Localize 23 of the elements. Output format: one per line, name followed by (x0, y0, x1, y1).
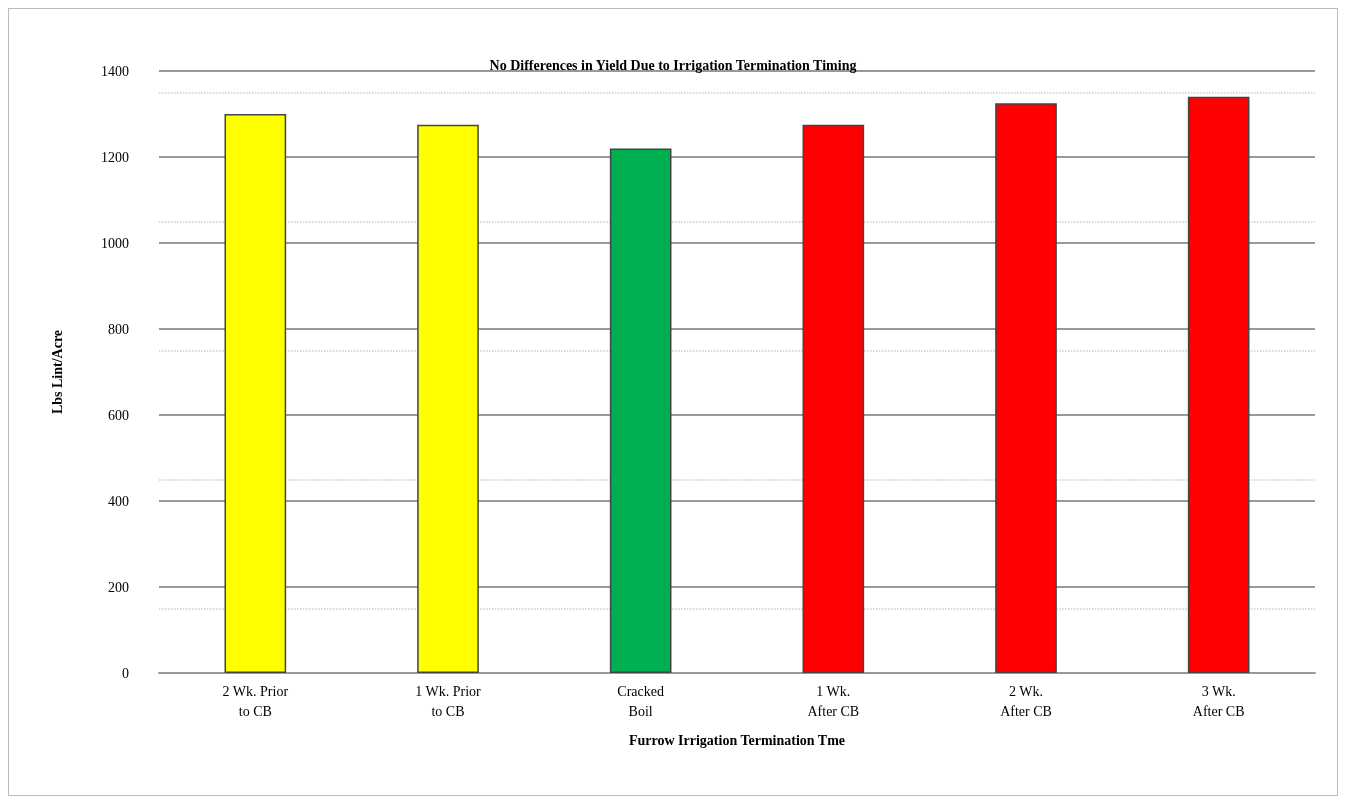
y-tick-label: 1000 (101, 235, 129, 251)
x-tick-label: Cracked Boil (617, 683, 664, 719)
y-tick-label: 1200 (101, 149, 129, 165)
bar (417, 124, 479, 673)
bar (1187, 96, 1250, 673)
x-tick-label: 1 Wk. Prior to CB (415, 683, 482, 719)
y-tick-label: 1400 (101, 63, 129, 79)
y-tick-label: 600 (108, 407, 129, 423)
bar (224, 114, 287, 673)
x-tick-label: 2 Wk. After CB (1000, 683, 1052, 719)
y-tick-label: 200 (108, 579, 129, 595)
y-tick-label: 800 (108, 321, 129, 337)
x-tick-label: 2 Wk. Prior to CB (222, 683, 289, 719)
y-tick-label: 0 (122, 665, 129, 681)
y-axis-title: Lbs Lint/Acre (49, 329, 65, 415)
x-tick-label: 3 Wk. After CB (1192, 683, 1245, 719)
bar (995, 103, 1057, 673)
bar (802, 124, 865, 673)
y-tick-label: 400 (108, 493, 129, 509)
bar (609, 148, 672, 673)
x-tick-label: 1 Wk. After CB (807, 683, 860, 719)
chart-title: No Differences in Yield Due to Irrigation Termination Timing (489, 57, 857, 73)
x-axis-title: Furrow Irrigation Termination Tme (628, 732, 846, 748)
